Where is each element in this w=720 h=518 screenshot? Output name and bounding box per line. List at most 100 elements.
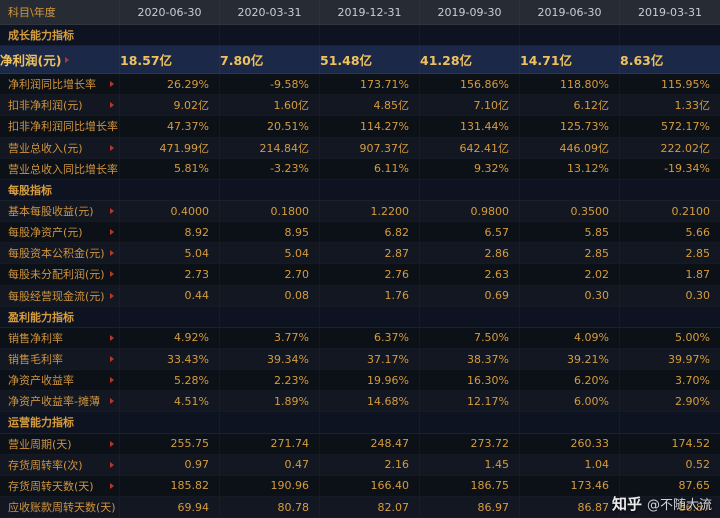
- metric-label[interactable]: 每股未分配利润(元): [0, 264, 120, 285]
- metric-label[interactable]: 净利润同比增长率: [0, 74, 120, 95]
- metric-label[interactable]: 扣非净利润(元): [0, 95, 120, 116]
- metric-value: 2.76: [320, 264, 420, 285]
- metric-value: 51.48亿: [320, 46, 420, 74]
- metric-value: 156.86%: [420, 74, 520, 95]
- empty-cell: [520, 179, 620, 200]
- metric-value: 1.2200: [320, 200, 420, 222]
- metric-value: 1.45: [420, 454, 520, 475]
- metric-value: 572.17%: [661, 119, 710, 133]
- metric-value: 214.84亿: [220, 137, 320, 158]
- metric-value: 2.70: [220, 264, 320, 285]
- empty-cell: [520, 306, 620, 327]
- metric-label[interactable]: 存货周转天数(天): [0, 475, 120, 496]
- empty-cell: [120, 412, 220, 433]
- metric-value: -3.23%: [220, 158, 320, 179]
- empty-cell: [620, 25, 720, 45]
- metric-value: 7.80亿: [220, 46, 320, 74]
- metric-value: 3.70%: [675, 373, 710, 387]
- table-row: 每股未分配利润(元) 2.73 2.70 2.76 2.63 2.02 1.87: [0, 264, 720, 286]
- metric-label[interactable]: 存货周转率(次): [0, 454, 120, 475]
- empty-cell: [520, 25, 620, 46]
- metric-label[interactable]: 销售净利率: [0, 327, 120, 348]
- metric-value: 0.30: [685, 289, 711, 303]
- metric-value: 13.12%: [520, 158, 620, 179]
- metric-value: 6.12亿: [520, 95, 620, 116]
- metric-value: 5.66: [685, 225, 711, 239]
- empty-cell: [120, 25, 220, 46]
- table-row: 存货周转率(次) 0.97 0.47 2.16 1.45 1.04 0.52: [0, 454, 720, 476]
- section-title: 运营能力指标: [0, 412, 120, 433]
- metric-value: 5.28%: [120, 370, 220, 391]
- metric-value: 8.95: [220, 222, 320, 243]
- metric-label[interactable]: 净资产收益率: [0, 370, 120, 391]
- metric-label[interactable]: 营业周期(天): [0, 433, 120, 454]
- metric-value: 6.11%: [320, 158, 420, 179]
- metric-value: 37.17%: [320, 348, 420, 370]
- metric-value: 0.9800: [420, 200, 520, 222]
- empty-cell: [420, 306, 520, 327]
- table-row: 销售净利率 4.92% 3.77% 6.37% 7.50% 4.09% 5.00%: [0, 327, 720, 349]
- table-row: 扣非净利润(元) 9.02亿 1.60亿 4.85亿 7.10亿 6.12亿 1.33亿: [0, 95, 720, 117]
- column-header-date: 2019-12-31: [320, 0, 420, 24]
- table-row: 净资产收益率-摊薄 4.51% 1.89% 14.68% 12.17% 6.00% 2.90…: [0, 391, 720, 413]
- metric-label[interactable]: 营业总收入(元): [0, 137, 120, 158]
- metric-value: 4.09%: [520, 327, 620, 348]
- metric-label[interactable]: 净资产收益率-摊薄: [0, 391, 120, 412]
- metric-label[interactable]: 销售毛利率: [0, 348, 120, 370]
- metric-value: 2.87: [320, 243, 420, 264]
- table-row: 每股经营现金流(元) 0.44 0.08 1.76 0.69 0.30 0.30: [0, 285, 720, 307]
- metric-value: 82.07: [320, 496, 420, 518]
- metric-value: 6.20%: [520, 370, 620, 391]
- metric-label[interactable]: 每股资本公积金(元): [0, 243, 120, 264]
- empty-cell: [120, 306, 220, 327]
- drilldown-arrow-icon: [110, 144, 114, 151]
- column-header-date: 2019-09-30: [420, 0, 520, 24]
- empty-cell: [220, 179, 320, 200]
- empty-cell: [220, 25, 320, 46]
- metric-value: 118.80%: [520, 74, 620, 95]
- metric-label-text: 基本每股收益(元): [8, 205, 94, 219]
- metric-value: 114.27%: [320, 116, 420, 137]
- metric-value: 0.47: [220, 454, 320, 475]
- metric-label[interactable]: 每股净资产(元): [0, 222, 120, 243]
- metric-label-text: 营业总收入同比增长率: [8, 162, 118, 176]
- metric-label-text: 净资产收益率: [8, 374, 74, 388]
- metric-value: 5.81%: [120, 158, 220, 179]
- table-row: 每股资本公积金(元) 5.04 5.04 2.87 2.86 2.85 2.85: [0, 243, 720, 265]
- metric-value: 185.82: [120, 475, 220, 496]
- metric-label[interactable]: 基本每股收益(元): [0, 200, 120, 222]
- section-header-row: 每股指标: [0, 179, 720, 201]
- metric-value: 2.85: [685, 246, 711, 260]
- corner-header-cell: 科目\年度: [0, 0, 120, 24]
- metric-value: 1.89%: [220, 391, 320, 412]
- metric-value: 2.23%: [220, 370, 320, 391]
- metric-label-text: 净资产收益率-摊薄: [8, 395, 100, 409]
- metric-value: 1.76: [320, 285, 420, 306]
- metric-label[interactable]: 净利润(元): [0, 46, 120, 74]
- metric-value: 4.51%: [120, 391, 220, 412]
- column-header-date: 2020-06-30: [120, 0, 220, 24]
- metric-value: 1.60亿: [220, 95, 320, 116]
- metric-label[interactable]: 营业总收入同比增长率: [0, 158, 120, 179]
- metric-label[interactable]: 每股经营现金流(元): [0, 285, 120, 306]
- drilldown-arrow-icon: [110, 292, 114, 299]
- table-row: 每股净资产(元) 8.92 8.95 6.82 6.57 5.85 5.66: [0, 222, 720, 244]
- metric-label[interactable]: 应收账款周转天数(天): [0, 496, 120, 518]
- table-row: 销售毛利率 33.43% 39.34% 37.17% 38.37% 39.21% 39.97…: [0, 348, 720, 371]
- table-row: 存货周转天数(天) 185.82 190.96 166.40 186.75 173.46 8…: [0, 475, 720, 497]
- metric-value: 190.96: [220, 475, 320, 496]
- metric-value: 38.37%: [420, 348, 520, 370]
- metric-value: 0.4000: [120, 200, 220, 222]
- metric-value: 2.90%: [675, 394, 710, 408]
- metric-label[interactable]: 扣非净利润同比增长率: [0, 116, 120, 137]
- empty-cell: [320, 25, 420, 46]
- metric-value: 18.57亿: [120, 46, 220, 74]
- metric-value: 9.02亿: [120, 95, 220, 116]
- drilldown-arrow-icon: [110, 102, 114, 109]
- metric-value: 7.10亿: [420, 95, 520, 116]
- metric-value: 87.65: [678, 479, 711, 493]
- metric-value: 0.2100: [671, 204, 711, 218]
- metric-value: 7.50%: [420, 327, 520, 348]
- drilldown-arrow-icon: [110, 440, 114, 447]
